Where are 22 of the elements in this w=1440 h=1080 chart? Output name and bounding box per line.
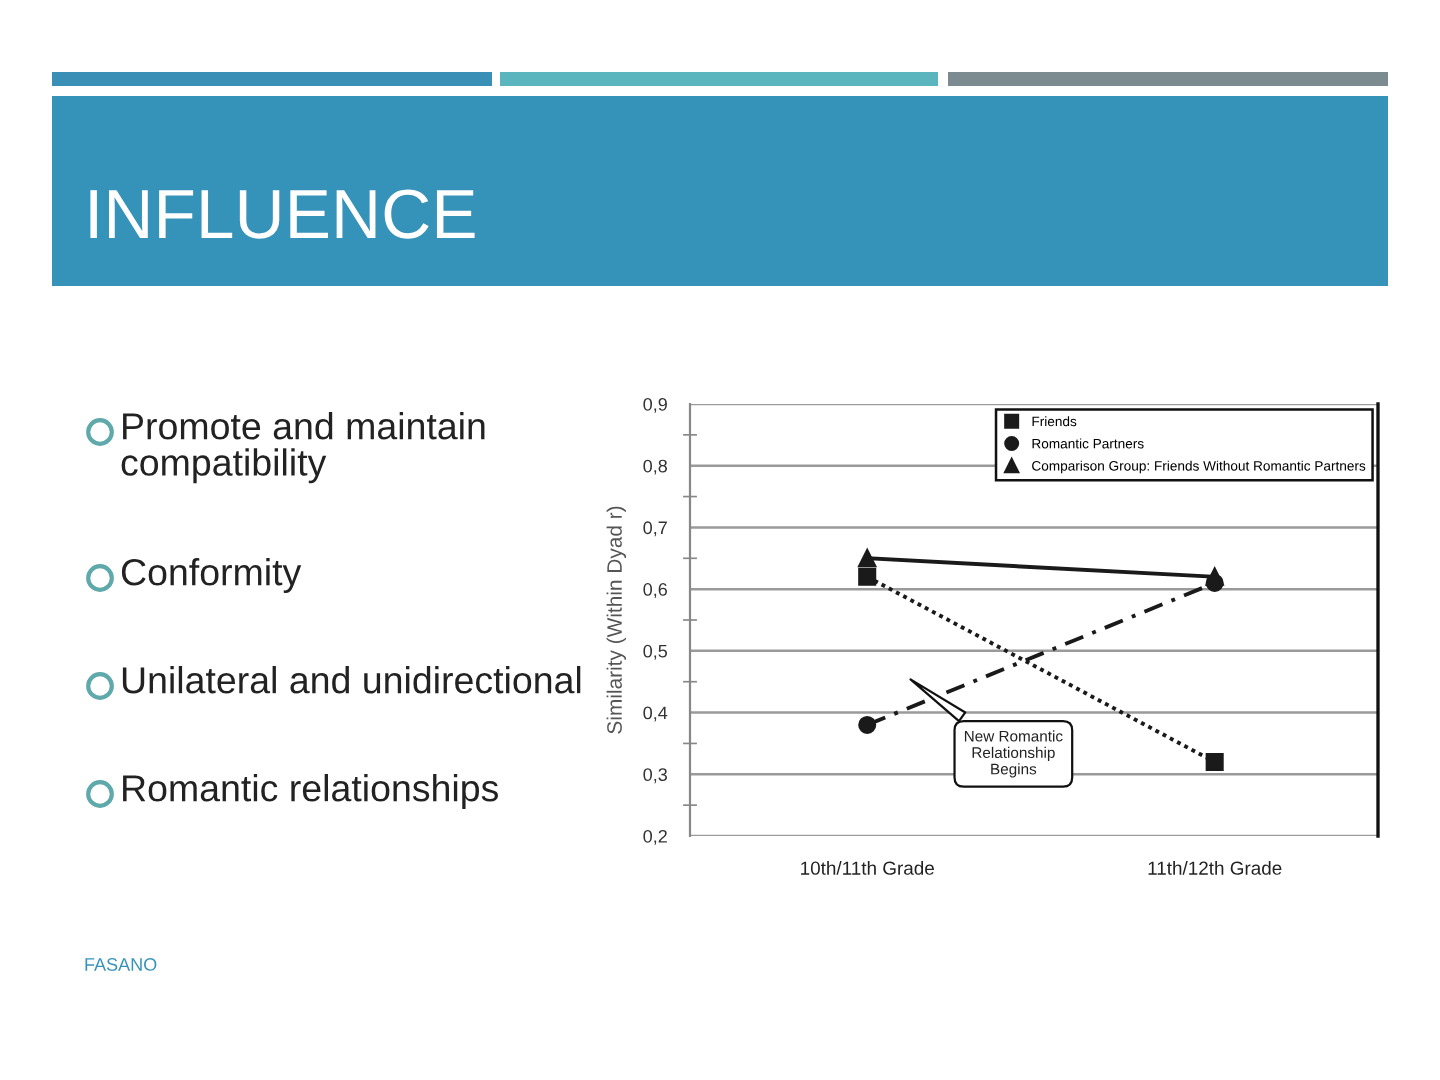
- point: [858, 549, 877, 568]
- y-tick-label: 0,6: [643, 583, 667, 598]
- text: Conformity: [121, 558, 302, 593]
- y-tick-label: 0,8: [643, 459, 667, 475]
- x-tick-label: 11th/12th Grade: [1148, 861, 1282, 875]
- text: Romantic relationships: [123, 774, 498, 809]
- point: [858, 567, 877, 586]
- y-tick-label: 0,5: [643, 644, 668, 660]
- point: [858, 715, 877, 734]
- y-tick-label: 0,7: [643, 521, 667, 537]
- x-tick-label: 10th/11th Grade: [801, 861, 934, 875]
- text: Promote and maintain compatibility: [121, 412, 485, 484]
- y-tick-label: 0,4: [643, 706, 668, 722]
- y-tick-label: 0,9: [643, 397, 667, 413]
- point: [1205, 567, 1224, 586]
- y-axis-title: Similarity (Within Dyad r): [606, 506, 627, 734]
- chart-title: INFLUENCE: [90, 189, 475, 239]
- y-tick-label: 0,3: [643, 768, 667, 784]
- text: Unilateral and unidirectional: [122, 666, 581, 694]
- y-tick-label: 0,2: [643, 829, 667, 845]
- point: [1205, 752, 1224, 771]
- text: FASANO: [85, 958, 157, 971]
